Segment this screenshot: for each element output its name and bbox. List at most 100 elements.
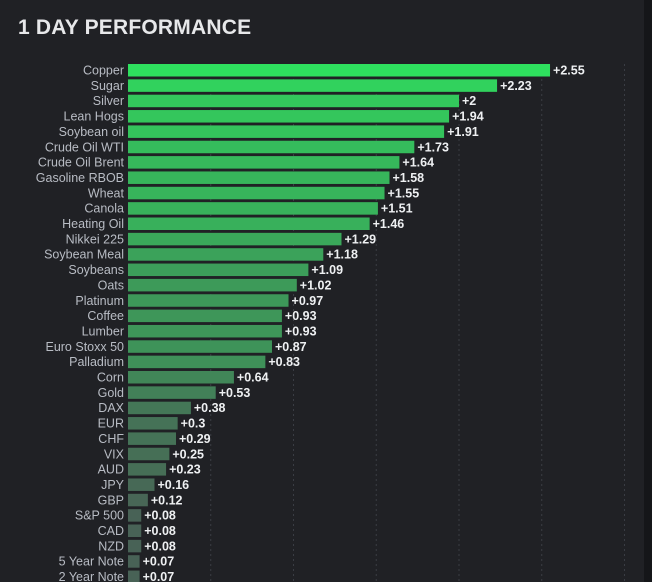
category-label: S&P 500 — [75, 509, 124, 523]
category-label: Gasoline RBOB — [36, 171, 124, 185]
value-label: +1.94 — [452, 110, 484, 124]
bar — [128, 386, 216, 399]
bar — [128, 371, 234, 384]
value-label: +0.29 — [179, 432, 211, 446]
value-label: +0.87 — [275, 340, 307, 354]
category-label: Coffee — [87, 309, 124, 323]
value-label: +0.12 — [151, 493, 183, 507]
value-label: +0.83 — [268, 355, 300, 369]
category-label: Lumber — [82, 324, 124, 338]
category-label: VIX — [104, 447, 125, 461]
bar — [128, 509, 142, 522]
value-label: +0.08 — [144, 509, 176, 523]
bar — [128, 340, 272, 353]
value-label: +2 — [462, 94, 476, 108]
bar — [128, 555, 140, 568]
bar — [128, 493, 148, 507]
category-label: JPY — [101, 478, 125, 492]
value-label: +0.25 — [172, 447, 204, 461]
bar — [128, 110, 450, 123]
bar — [128, 401, 191, 415]
category-label: Gold — [98, 386, 124, 400]
category-label: Euro Stoxx 50 — [45, 340, 124, 354]
bar — [128, 79, 498, 92]
value-label: +1.73 — [417, 140, 449, 154]
value-label: +0.93 — [285, 324, 317, 338]
category-label: Heating Oil — [62, 217, 124, 231]
category-label: Soybean Meal — [44, 248, 124, 262]
value-label: +0.08 — [144, 539, 176, 553]
value-label: +0.08 — [144, 524, 176, 538]
bar — [128, 217, 370, 230]
value-label: +0.93 — [285, 309, 317, 323]
bar — [128, 417, 178, 430]
category-label: 5 Year Note — [59, 555, 124, 569]
page-title: 1 DAY PERFORMANCE — [18, 16, 252, 39]
category-label: CHF — [98, 432, 124, 446]
category-label: Crude Oil Brent — [38, 156, 125, 170]
category-label: NZD — [98, 539, 124, 553]
bar — [128, 432, 176, 445]
value-label: +2.55 — [553, 64, 585, 78]
value-label: +1.18 — [326, 248, 358, 262]
bar — [128, 186, 385, 200]
bars — [128, 64, 551, 582]
category-label: Nikkei 225 — [66, 232, 124, 246]
panel-edge — [644, 0, 652, 582]
category-label: 2 Year Note — [59, 570, 124, 582]
bar — [128, 156, 400, 169]
value-label: +1.58 — [392, 171, 424, 185]
category-label: Oats — [98, 278, 124, 292]
bar — [128, 278, 297, 292]
value-label: +0.64 — [237, 371, 269, 385]
value-label: +1.02 — [300, 278, 332, 292]
value-label: +1.64 — [402, 156, 434, 170]
category-label: Wheat — [88, 186, 125, 200]
category-label: Soybean oil — [59, 125, 124, 139]
category-label: Copper — [83, 64, 124, 78]
value-label: +1.09 — [311, 263, 343, 277]
category-label: AUD — [98, 463, 124, 477]
category-label: Palladium — [69, 355, 124, 369]
category-label: Canola — [84, 202, 124, 216]
value-label: +0.38 — [194, 401, 226, 415]
value-label: +0.16 — [157, 478, 189, 492]
bar — [128, 125, 445, 138]
labels: Copper +2.55 Sugar +2.23 Silver +2 Lean Hogs +1… — [36, 64, 585, 582]
value-label: +1.29 — [344, 232, 376, 246]
category-label: Corn — [97, 371, 124, 385]
category-label: Lean Hogs — [64, 110, 124, 124]
value-label: +1.55 — [388, 186, 420, 200]
bar — [128, 324, 282, 338]
value-label: +0.97 — [292, 294, 324, 308]
value-label: +0.3 — [181, 417, 206, 431]
bar — [128, 309, 282, 323]
value-label: +1.51 — [381, 202, 413, 216]
bar — [128, 202, 378, 215]
bar — [128, 463, 167, 476]
bar — [128, 248, 324, 261]
bar — [128, 294, 289, 307]
bar — [128, 64, 551, 77]
bar — [128, 94, 459, 108]
category-label: Silver — [93, 94, 124, 108]
bar — [128, 447, 170, 461]
value-label: +0.07 — [143, 555, 175, 569]
bar — [128, 355, 266, 369]
bar — [128, 524, 142, 537]
bar — [128, 478, 155, 491]
category-label: Sugar — [91, 79, 124, 93]
category-label: Soybeans — [68, 263, 124, 277]
category-label: CAD — [98, 524, 124, 538]
value-label: +0.53 — [219, 386, 251, 400]
bar — [128, 140, 415, 154]
category-label: DAX — [98, 401, 124, 415]
value-label: +2.23 — [500, 79, 532, 93]
bar — [128, 171, 390, 184]
category-label: Crude Oil WTI — [45, 140, 124, 154]
value-label: +1.91 — [447, 125, 479, 139]
value-label: +1.46 — [373, 217, 405, 231]
category-label: Platinum — [75, 294, 124, 308]
